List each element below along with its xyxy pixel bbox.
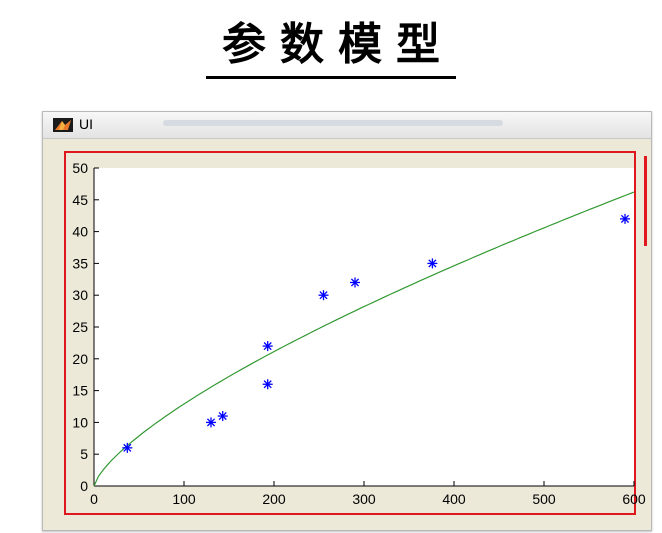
y-tick-label: 30 <box>72 287 88 303</box>
y-tick-label: 0 <box>80 478 88 494</box>
data-point-marker <box>217 411 228 422</box>
y-axis-ticks: 0 5 10 15 20 25 30 35 40 45 50 <box>72 160 99 494</box>
data-points <box>122 213 630 453</box>
x-axis-ticks: 0 100 200 300 400 500 600 <box>90 481 646 507</box>
data-point-marker <box>427 258 438 269</box>
page-heading: 参数模型 <box>206 19 456 79</box>
x-tick-label: 400 <box>442 491 466 507</box>
side-highlight-mark <box>644 156 647 246</box>
fit-curve-line <box>93 191 635 487</box>
x-tick-label: 100 <box>172 491 196 507</box>
titlebar-blur-decor <box>163 120 503 126</box>
page-heading-wrap: 参数模型 <box>0 8 662 79</box>
x-tick-label: 600 <box>622 491 646 507</box>
x-tick-label: 500 <box>532 491 556 507</box>
y-tick-label: 35 <box>72 255 88 271</box>
y-tick-label: 5 <box>80 446 88 462</box>
x-tick-label: 200 <box>262 491 286 507</box>
data-point-marker <box>350 277 360 288</box>
y-tick-label: 20 <box>72 351 88 367</box>
axes-highlight-box <box>64 151 636 515</box>
window-title: UI <box>79 116 93 132</box>
matlab-app-icon <box>53 118 73 132</box>
y-tick-label: 40 <box>72 224 88 240</box>
data-point-marker <box>318 290 329 301</box>
data-point-marker <box>122 442 133 453</box>
y-tick-label: 50 <box>72 160 88 176</box>
y-tick-label: 10 <box>72 414 88 430</box>
x-tick-label: 300 <box>352 491 376 507</box>
x-tick-label: 0 <box>90 491 98 507</box>
data-point-marker <box>262 341 273 352</box>
data-point-marker <box>262 379 273 390</box>
data-point-marker <box>206 417 216 428</box>
y-tick-label: 15 <box>72 383 88 399</box>
window-titlebar[interactable]: UI <box>43 112 651 139</box>
y-tick-label: 25 <box>72 319 88 335</box>
data-point-marker <box>620 213 630 224</box>
plot-area <box>94 168 634 486</box>
y-tick-label: 45 <box>72 192 88 208</box>
